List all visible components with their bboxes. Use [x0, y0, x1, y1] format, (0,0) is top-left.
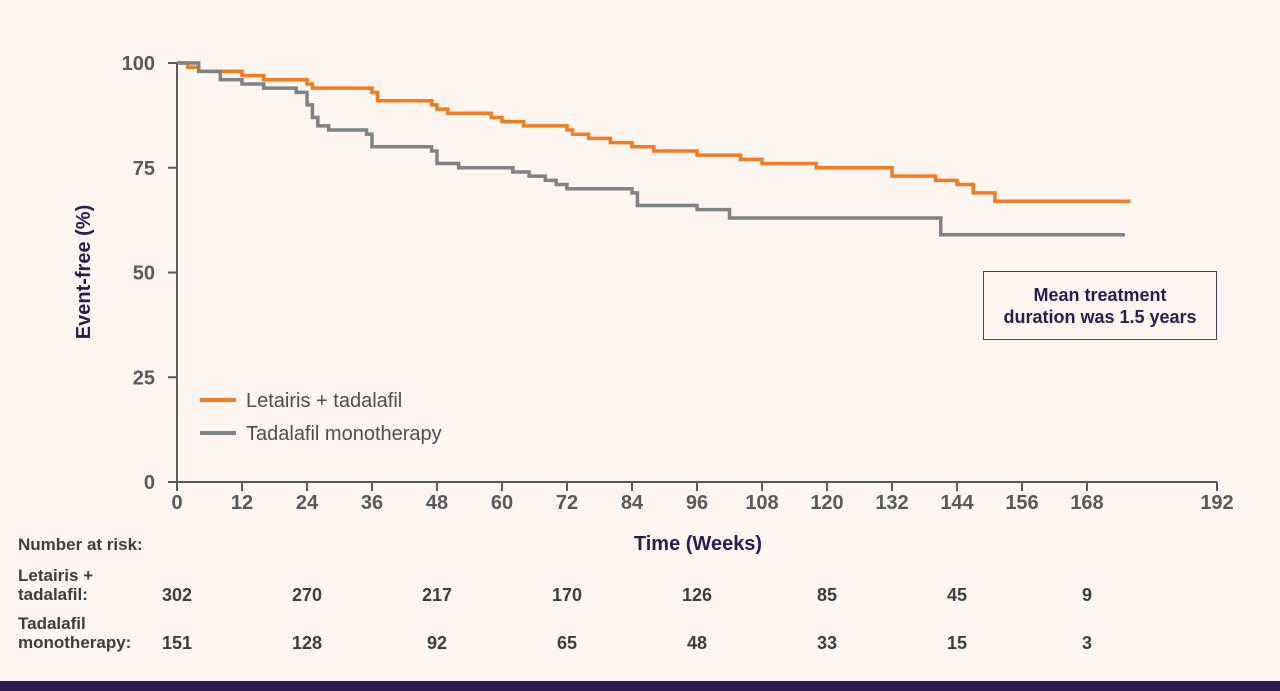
risk-value-letairis-tadalafil: 302	[161, 585, 193, 605]
x-tick-label: 192	[1200, 492, 1233, 514]
risk-table-title: Number at risk:	[18, 535, 143, 554]
annotation-line-1: Mean treatment	[1033, 284, 1167, 305]
x-tick-label: 156	[1005, 492, 1038, 514]
risk-value-letairis-tadalafil: 45	[946, 585, 968, 605]
x-tick-label: 36	[361, 492, 383, 514]
risk-value-tadalafil-monotherapy: 48	[686, 633, 708, 653]
y-tick-label: 25	[133, 367, 155, 389]
risk-row-label-tadalafil: Tadalafil monotherapy:	[18, 614, 131, 652]
x-tick-label: 60	[491, 492, 513, 514]
series-line-tadalafil-monotherapy	[177, 61, 1125, 237]
x-tick-label: 48	[426, 492, 448, 514]
risk-value-letairis-tadalafil: 9	[1081, 585, 1092, 605]
x-tick-label: 120	[810, 492, 843, 514]
x-tick-label: 168	[1070, 492, 1103, 514]
legend-label: Tadalafil monotherapy	[246, 423, 442, 445]
x-axis: 0 12 24 36 48 60 72 84 96 108 120 132 144 156 168 192	[171, 481, 1234, 514]
x-tick-label: 84	[621, 492, 644, 514]
risk-value-tadalafil-monotherapy: 3	[1081, 633, 1092, 653]
x-tick-label: 96	[686, 492, 708, 514]
x-tick-label: 24	[296, 492, 319, 514]
risk-value-tadalafil-monotherapy: 128	[291, 633, 323, 653]
risk-value-letairis-tadalafil: 270	[291, 585, 323, 605]
y-tick-label: 50	[133, 263, 155, 285]
risk-value-tadalafil-monotherapy: 151	[161, 633, 193, 653]
y-tick-label: 100	[122, 53, 155, 75]
risk-row-label-letairis: Letairis + tadalafil:	[18, 566, 93, 604]
risk-row-label-line: tadalafil:	[18, 585, 88, 604]
risk-value-letairis-tadalafil: 85	[816, 585, 838, 605]
x-tick-label: 132	[875, 492, 908, 514]
risk-row-label-line: Letairis +	[18, 566, 94, 585]
legend-label: Letairis + tadalafil	[246, 390, 402, 412]
annotation-line-2: duration was 1.5 years	[1003, 306, 1197, 327]
y-axis: 0 25 50 75 100	[122, 53, 178, 494]
risk-value-letairis-tadalafil: 217	[421, 585, 453, 605]
y-tick-label: 0	[144, 472, 155, 494]
x-tick-label: 144	[940, 492, 974, 514]
risk-value-letairis-tadalafil: 126	[681, 585, 713, 605]
x-tick-label: 0	[171, 492, 182, 514]
risk-value-tadalafil-monotherapy: 15	[946, 633, 968, 653]
annotation-box: Mean treatment duration was 1.5 years	[983, 271, 1217, 340]
risk-value-tadalafil-monotherapy: 92	[426, 633, 448, 653]
risk-row-label-line: Tadalafil	[18, 614, 86, 633]
x-tick-label: 12	[231, 492, 253, 514]
legend: Letairis + tadalafil Tadalafil monotherap…	[200, 390, 442, 445]
y-axis-label: Event-free (%)	[73, 205, 95, 339]
y-tick-label: 75	[133, 158, 155, 180]
x-axis-label: Time (Weeks)	[633, 533, 763, 555]
risk-value-tadalafil-monotherapy: 65	[556, 633, 578, 653]
km-chart: 0 25 50 75 100 0 12 24 36 48 60 72 84 96 108 120 132 144…	[73, 53, 1234, 514]
risk-value-tadalafil-monotherapy: 33	[816, 633, 838, 653]
risk-value-letairis-tadalafil: 170	[551, 585, 583, 605]
series-group	[177, 61, 1131, 237]
x-tick-label: 108	[745, 492, 778, 514]
x-tick-label: 72	[556, 492, 578, 514]
series-line-letairis-tadalafil	[177, 61, 1131, 204]
risk-row-label-line: monotherapy:	[18, 633, 132, 652]
footer-bar	[0, 681, 1280, 691]
